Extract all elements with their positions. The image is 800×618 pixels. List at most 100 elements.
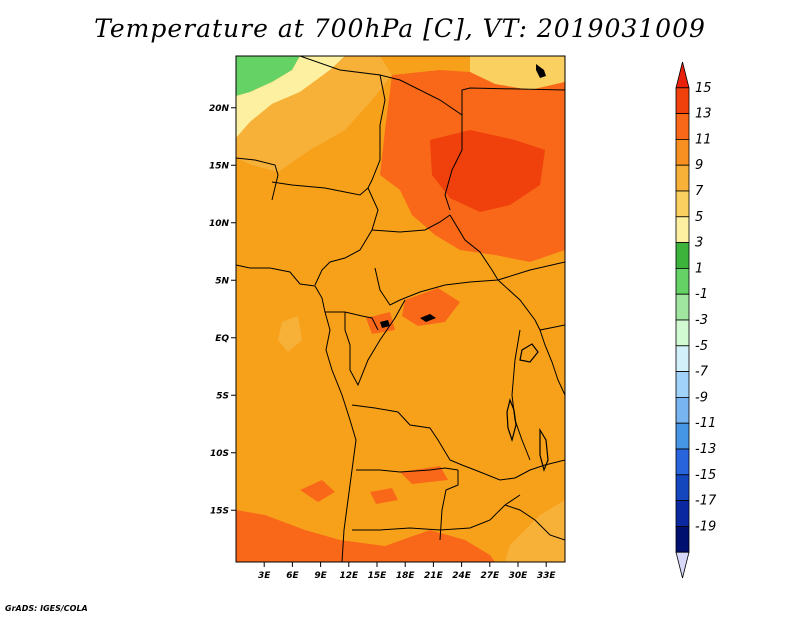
lon-tick-label: 30E <box>509 571 529 581</box>
lake-tanganyika <box>506 398 517 443</box>
colorbar-label: -5 <box>695 339 708 354</box>
colorbar-label: -13 <box>695 442 716 457</box>
colorbar-bottom-arrow <box>675 551 690 579</box>
lon-tick-label: 6E <box>286 571 299 581</box>
colorbar-swatch <box>675 138 690 166</box>
lon-tick-label: 33E <box>537 571 557 581</box>
colorbar-label: 9 <box>695 158 703 173</box>
latitude-axis: 20N 15N 10N 5N EQ 5S 10S 15S <box>209 104 236 516</box>
colorbar-label: -15 <box>695 468 716 483</box>
contour-warm-patch-b <box>370 488 398 504</box>
lon-tick-label: 15E <box>368 571 388 581</box>
border-angola-zambia <box>356 467 459 473</box>
colorbar-swatch <box>675 267 690 295</box>
contour-light-n <box>236 56 392 172</box>
inland-water-c <box>536 64 546 78</box>
border-niger-nigeria <box>271 181 369 196</box>
border-egypt-sudan <box>461 87 565 115</box>
colorbar-label: 7 <box>695 184 704 199</box>
border-zimbabwe <box>504 504 565 541</box>
map-frame <box>235 55 566 563</box>
map-title: Temperature at 700hPa [C], VT: 201903100… <box>94 14 706 43</box>
contour-light-se <box>505 500 565 562</box>
lon-tick-label: 21E <box>424 571 444 581</box>
colorbar-swatch <box>675 164 690 192</box>
colorbar-label: -7 <box>695 365 709 380</box>
colorbar-swatch <box>675 526 690 553</box>
colorbar-label: 1 <box>695 261 703 276</box>
colorbar-swatch <box>675 319 690 347</box>
contour-warm-patch-c <box>400 466 448 484</box>
colorbar-swatch <box>675 87 690 115</box>
lat-tick-label: 10S <box>210 449 229 459</box>
colorbar-label: -3 <box>695 313 708 328</box>
border-south <box>352 494 521 531</box>
colorbar-swatch <box>675 113 690 140</box>
border-angola-namibia <box>439 470 459 541</box>
lat-tick-label: 5N <box>215 276 229 286</box>
lat-tick-label: 20N <box>209 104 230 114</box>
border-car-sudan <box>449 214 499 281</box>
colorbar-swatch <box>675 345 690 372</box>
footer-credit: GrADS: IGES/COLA <box>5 604 88 613</box>
colorbar-swatch <box>675 242 690 269</box>
contour-light-gabon <box>278 316 302 352</box>
lon-tick-label: 18E <box>396 571 416 581</box>
border-car-south <box>374 267 499 306</box>
coastline-west <box>324 311 357 562</box>
lat-tick-label: EQ <box>215 334 229 344</box>
colorbar-label: -1 <box>695 287 708 302</box>
border-chad-car <box>371 214 451 233</box>
border-eq-guinea <box>325 311 379 331</box>
border-chad-sudan <box>379 74 463 211</box>
lon-tick-label: 9E <box>314 571 327 581</box>
lat-tick-label: 10N <box>209 219 230 229</box>
border-south-sudan <box>497 261 565 281</box>
lat-tick-label: 5S <box>216 391 229 401</box>
border-congo <box>344 299 406 387</box>
colorbar-label: 13 <box>695 107 712 122</box>
colorbar-label: 15 <box>695 81 712 96</box>
colorbar-swatch <box>675 216 690 244</box>
inland-water-a <box>420 314 436 322</box>
lon-tick-label: 12E <box>339 571 359 581</box>
colorbar-swatch <box>675 500 690 527</box>
colorbar-label: -17 <box>695 494 717 509</box>
longitude-axis: 3E 6E 9E 12E 15E 18E 21E 24E 27E 30E 33E <box>258 562 556 581</box>
border-angola-drc <box>351 404 516 481</box>
colorbar-swatch <box>675 448 690 476</box>
colorbar-swatch <box>675 396 690 424</box>
lake-victoria <box>519 343 539 363</box>
contour-warm-patch-a <box>300 480 335 502</box>
inland-water-b <box>380 320 390 328</box>
border-kenya <box>539 329 565 396</box>
coastline-gulf <box>236 264 326 313</box>
lake-malawi <box>539 427 549 472</box>
colorbar-swatch <box>675 190 690 218</box>
lon-tick-label: 27E <box>480 571 500 581</box>
colorbar-swatch <box>675 293 690 321</box>
contour-warm-center <box>402 288 460 326</box>
colorbar: 15 13 11 9 7 5 3 1 -1 -3 -5 -7 -9 -11 -13 -15 -17 -19 <box>675 61 717 579</box>
contour-hot-core <box>430 130 545 212</box>
lakes <box>380 64 549 472</box>
country-borders <box>236 56 565 562</box>
border-zambia-tanzania <box>514 459 565 479</box>
colorbar-label: -19 <box>695 519 716 534</box>
colorbar-swatch <box>675 474 690 501</box>
lat-tick-label: 15S <box>210 506 229 516</box>
contour-cool-nw <box>236 56 300 96</box>
border-nw <box>236 157 279 201</box>
colorbar-label: 11 <box>695 132 712 147</box>
colorbar-label: 3 <box>695 236 703 251</box>
contour-warm-south <box>236 510 495 562</box>
colorbar-top-arrow <box>675 61 690 89</box>
lon-tick-label: 24E <box>452 571 472 581</box>
colorbar-swatch <box>675 371 690 398</box>
colorbar-label: 5 <box>695 210 703 225</box>
colorbar-label: -11 <box>695 416 716 431</box>
colorbar-swatch <box>675 422 690 450</box>
lon-tick-label: 3E <box>258 571 271 581</box>
contour-light-ne <box>470 56 565 90</box>
